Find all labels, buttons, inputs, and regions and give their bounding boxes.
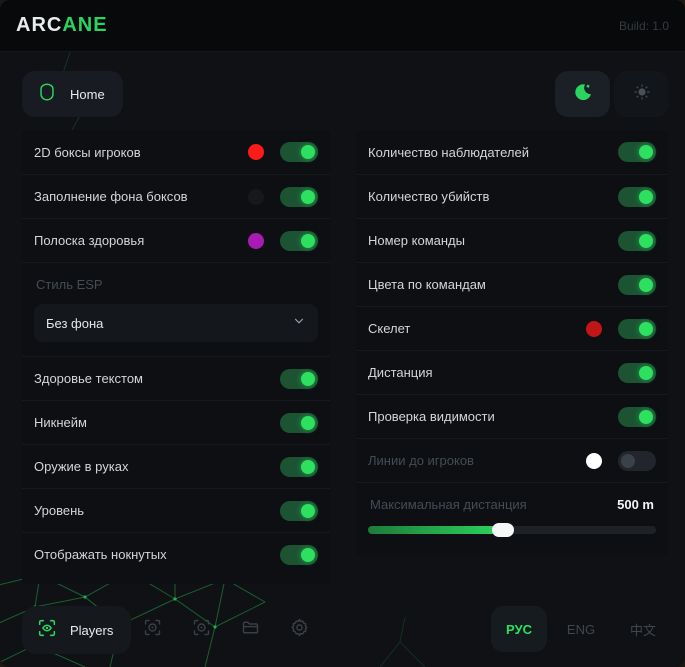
esp-settings-panel-right: Количество наблюдателей Количество убийс… xyxy=(356,130,668,556)
toggle-switch[interactable] xyxy=(618,406,656,427)
color-picker-swatch[interactable] xyxy=(248,144,264,160)
title-bar: ARCANE Build: 1.0 xyxy=(0,0,685,52)
build-version: Build: 1.0 xyxy=(618,18,669,33)
setting-row-level: Уровень xyxy=(22,488,330,532)
logo-prefix: ARC xyxy=(16,14,63,36)
setting-label: Номер команды xyxy=(368,233,465,248)
setting-label: Дистанция xyxy=(368,365,433,380)
language-label: РУС xyxy=(506,621,532,637)
players-tab-label: Players xyxy=(70,622,114,638)
settings-tab-button[interactable] xyxy=(279,610,319,650)
setting-row-health-bar: Полоска здоровья xyxy=(22,218,330,262)
setting-label: Линии до игроков xyxy=(368,453,474,468)
setting-row-spectator-count: Количество наблюдателей xyxy=(356,130,668,174)
toggle-switch[interactable] xyxy=(618,362,656,383)
toggle-switch[interactable] xyxy=(280,368,318,389)
esp-style-label: Стиль ESP xyxy=(36,277,103,292)
color-picker-swatch[interactable] xyxy=(586,320,602,337)
esp-style-selected-value: Без фона xyxy=(46,315,104,331)
chevron-down-icon xyxy=(292,314,306,333)
toggle-switch[interactable] xyxy=(618,450,656,471)
setting-row-nickname: Никнейм xyxy=(22,400,330,444)
setting-label: Заполнение фона боксов xyxy=(34,189,188,204)
toggle-switch[interactable] xyxy=(280,456,318,477)
esp-settings-panel-left: 2D боксы игроков Заполнение фона боксов … xyxy=(22,130,330,584)
trigger-tab-button[interactable] xyxy=(181,610,221,650)
home-tab-label: Home xyxy=(70,86,105,102)
toggle-switch[interactable] xyxy=(280,186,318,207)
setting-label: Оружие в руках xyxy=(34,459,129,474)
crosshair-target-icon xyxy=(142,617,163,643)
light-theme-button[interactable] xyxy=(614,71,669,117)
toggle-switch[interactable] xyxy=(618,318,656,339)
setting-label: Количество наблюдателей xyxy=(368,144,529,160)
theme-switcher xyxy=(555,71,669,117)
language-label: 中文 xyxy=(629,622,656,638)
esp-style-dropdown[interactable]: Без фона xyxy=(34,304,318,342)
toggle-switch[interactable] xyxy=(618,186,656,207)
setting-label: 2D боксы игроков xyxy=(34,144,141,160)
toggle-switch[interactable] xyxy=(280,412,318,433)
home-tab-button[interactable]: Home xyxy=(22,71,123,117)
color-picker-swatch[interactable] xyxy=(248,232,264,249)
setting-label: Скелет xyxy=(368,321,411,336)
eye-scan-icon xyxy=(36,617,58,644)
toggle-switch[interactable] xyxy=(280,230,318,251)
shield-home-icon xyxy=(36,81,58,108)
setting-row-box-fill: Заполнение фона боксов xyxy=(22,174,330,218)
setting-row-show-knocked: Отображать нокнутых xyxy=(22,532,330,576)
toggle-switch[interactable] xyxy=(280,500,318,521)
setting-row-2d-boxes: 2D боксы игроков xyxy=(22,130,330,174)
gear-icon xyxy=(289,617,310,643)
slider-handle[interactable] xyxy=(492,523,515,537)
logo-suffix: ANE xyxy=(62,14,108,36)
setting-row-visibility-check: Проверка видимости xyxy=(356,394,668,438)
players-tab-button[interactable]: Players xyxy=(22,606,132,654)
setting-row-distance: Дистанция xyxy=(356,350,668,394)
max-distance-slider-group: Максимальная дистанция 500 m xyxy=(356,482,668,544)
bottom-nav-bar: Players xyxy=(0,597,685,667)
esp-style-select-group: Стиль ESP Без фона xyxy=(22,262,330,356)
aim-tab-button[interactable] xyxy=(132,610,172,650)
max-distance-slider[interactable] xyxy=(368,523,656,537)
language-button-zh[interactable]: 中文 xyxy=(615,606,671,652)
setting-label: Здоровье текстом xyxy=(34,371,143,386)
setting-row-kill-count: Количество убийств xyxy=(356,174,668,218)
toggle-switch[interactable] xyxy=(618,274,656,295)
setting-label: Проверка видимости xyxy=(368,409,495,424)
configs-tab-button[interactable] xyxy=(230,610,270,650)
moon-icon xyxy=(573,82,593,107)
toggle-switch[interactable] xyxy=(618,142,656,162)
slider-fill xyxy=(368,526,504,534)
setting-label: Полоска здоровья xyxy=(34,233,145,248)
max-distance-label: Максимальная дистанция xyxy=(370,497,527,512)
toggle-switch[interactable] xyxy=(280,142,318,162)
setting-label: Отображать нокнутых xyxy=(34,547,167,562)
color-picker-swatch[interactable] xyxy=(586,452,602,469)
setting-row-team-colors: Цвета по командам xyxy=(356,262,668,306)
setting-row-lines-to-players: Линии до игроков xyxy=(356,438,668,482)
folder-icon xyxy=(240,617,261,643)
setting-row-skeleton: Скелет xyxy=(356,306,668,350)
language-switcher: РУС ENG 中文 xyxy=(491,606,671,652)
max-distance-value: 500 m xyxy=(617,497,654,512)
setting-label: Цвета по командам xyxy=(368,277,486,292)
setting-label: Никнейм xyxy=(34,415,87,430)
sun-icon xyxy=(633,83,651,106)
setting-label: Уровень xyxy=(34,503,85,518)
setting-label: Количество убийств xyxy=(368,189,490,204)
dark-theme-button[interactable] xyxy=(555,71,610,117)
setting-row-team-number: Номер команды xyxy=(356,218,668,262)
language-button-rus[interactable]: РУС xyxy=(491,606,547,652)
scan-target-icon xyxy=(191,617,212,643)
language-button-eng[interactable]: ENG xyxy=(553,606,609,652)
toggle-switch[interactable] xyxy=(618,230,656,251)
language-label: ENG xyxy=(566,621,596,637)
toggle-switch[interactable] xyxy=(280,544,318,565)
setting-row-weapon-in-hands: Оружие в руках xyxy=(22,444,330,488)
setting-row-health-text: Здоровье текстом xyxy=(22,356,330,400)
color-picker-swatch[interactable] xyxy=(248,188,264,205)
app-logo: ARCANE xyxy=(16,14,108,37)
